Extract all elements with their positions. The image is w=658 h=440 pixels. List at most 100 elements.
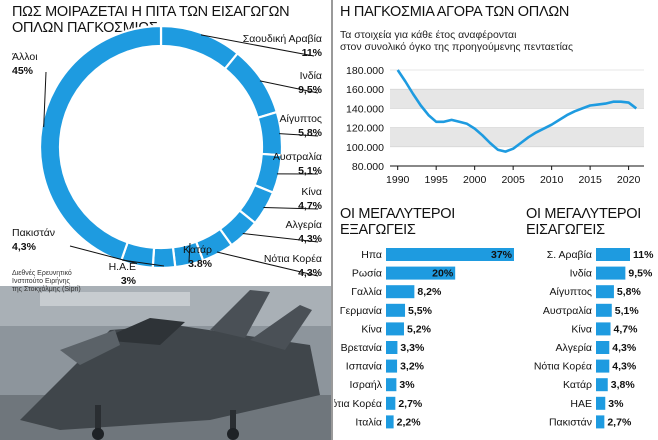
- line-chart: 180.000 160.000 140.000 120.000 100.000 80.00…: [346, 65, 644, 186]
- pie-slice: [256, 110, 284, 157]
- bar: [596, 303, 612, 317]
- bar-value-label: 9,5%: [628, 268, 653, 280]
- bar-category-label: Κατάρ: [563, 379, 592, 391]
- pie-slice-name: Νότια Κορέα: [264, 253, 322, 265]
- pie-slice-name: Σαουδική Αραβία: [243, 33, 322, 45]
- market-subtitle-line2: στον συνολικό όγκο της προηγούμενης πεντ…: [340, 41, 574, 53]
- bar-category-label: Ισραήλ: [349, 379, 382, 391]
- bar-category-label: Ισπανία: [346, 361, 382, 373]
- pie-slice-name: Κατάρ: [183, 244, 212, 256]
- exporters-title-line2: ΕΞΑΓΩΓΕΙΣ: [340, 222, 416, 238]
- pie-slice-name: Ινδία: [300, 70, 322, 82]
- bar: [596, 341, 610, 354]
- pie-slice-value: 3.8%: [188, 258, 213, 270]
- source-line2: Ινστιτούτο Ειρήνης: [12, 278, 70, 285]
- bar-category-label: Βρετανία: [341, 342, 382, 354]
- bar: [386, 359, 398, 373]
- bar-value-label: 3,8%: [611, 379, 636, 391]
- pie-slice: [159, 24, 240, 71]
- bar-value-label: 5,2%: [407, 323, 432, 335]
- bar-category-label: Νότια Κορέα: [334, 398, 382, 410]
- bar-value-label: 3%: [399, 379, 415, 391]
- bar-category-label: Ηπα: [361, 249, 382, 261]
- pie-leader-line: [259, 80, 319, 94]
- pie-slice-name: Κίνα: [301, 186, 322, 198]
- y-tick-label: 140.000: [346, 103, 384, 115]
- bar: [386, 266, 456, 280]
- importers-title-line1: ΟΙ ΜΕΓΑΛΥΤΕΡΟΙ: [526, 206, 642, 222]
- market-subtitle-line1: Τα στοιχεία για κάθε έτος αναφέρονται: [340, 29, 517, 41]
- x-tick-label: 1995: [425, 174, 449, 186]
- pie-slice-name: Αυστραλία: [273, 151, 322, 163]
- pie-slice-value: 4,7%: [298, 200, 323, 212]
- bar: [596, 359, 610, 373]
- market-title: Η ΠΑΓΚΟΣΜΙΑ ΑΓΟΡΑ ΤΩΝ ΟΠΛΩΝ: [340, 4, 570, 20]
- bar: [386, 396, 396, 410]
- bar: [386, 285, 415, 299]
- grid-band: [390, 89, 644, 109]
- bar: [386, 322, 404, 336]
- pie-slice-name: Η.Α.Ε: [109, 261, 136, 273]
- pie-slice-value: 4,3%: [298, 267, 323, 279]
- pie-slice-value: 5,8%: [298, 127, 323, 139]
- bar: [386, 341, 398, 354]
- pie-slice: [223, 51, 279, 120]
- bar: [596, 285, 614, 299]
- bar: [596, 266, 626, 280]
- pie-leader-line: [263, 206, 319, 210]
- bar-category-label: Ινδία: [570, 268, 592, 280]
- bar-value-label: 5,8%: [617, 286, 642, 298]
- x-tick-label: 2010: [540, 174, 564, 186]
- source-line3: της Στοκχόλμης (Sipri): [12, 286, 81, 293]
- pie-leader-line: [188, 242, 191, 263]
- pie-leader-line: [279, 133, 319, 137]
- bar-category-label: Γερμανία: [340, 305, 382, 317]
- pie-slice: [38, 24, 163, 263]
- pie-slice-value: 9,5%: [298, 84, 323, 96]
- bar-value-label: 3,3%: [400, 342, 425, 354]
- bar-value-label: 5,1%: [615, 305, 640, 317]
- bar-value-label: 3%: [608, 398, 624, 410]
- bar-category-label: Αλγερία: [555, 342, 592, 354]
- bar-value-label: 2,7%: [607, 416, 632, 428]
- bar-category-label: Πακιστάν: [549, 416, 592, 428]
- y-tick-label: 180.000: [346, 65, 384, 77]
- pie-leader-line: [216, 251, 319, 277]
- y-tick-label: 120.000: [346, 123, 384, 135]
- pie-leader-line: [43, 71, 47, 128]
- bar: [596, 415, 605, 429]
- bar-category-label: ΗΑΕ: [570, 398, 592, 410]
- pie-leader-line: [69, 245, 138, 265]
- bar-charts: Ηπα 37% Ρωσία 20% Γαλλία 8,2% Γερμανία 5,5% Κίνα…: [334, 248, 654, 429]
- pie-slice-value: 11%: [302, 47, 323, 59]
- aircraft-photo: [0, 286, 331, 440]
- bar-value-label: 11%: [633, 249, 654, 261]
- bar-category-label: Κίνα: [571, 323, 592, 335]
- x-tick-label: 2000: [463, 174, 487, 186]
- bar-value-label: 2,2%: [397, 416, 422, 428]
- bar-category-label: Ιταλία: [355, 416, 382, 428]
- source-line1: Διεθνές Ερευνητικό: [12, 270, 72, 277]
- importers-title-line2: ΕΙΣΑΓΩΓΕΙΣ: [526, 222, 605, 238]
- pie-slice-name: Πακιστάν: [12, 227, 55, 239]
- bar: [596, 248, 630, 261]
- bar-category-label: Αίγυπτος: [550, 286, 592, 298]
- bar-category-label: Αυστραλία: [543, 305, 592, 317]
- bar-value-label: 5,5%: [408, 305, 433, 317]
- pie-slice-value: 5,1%: [298, 165, 323, 177]
- pie-slice-name: Αλγερία: [285, 219, 322, 231]
- bar-category-label: Γαλλία: [351, 286, 382, 298]
- bar-value-label: 4,3%: [612, 361, 637, 373]
- bar-value-label: 37%: [491, 249, 513, 261]
- pie-leader-line: [200, 34, 315, 57]
- pie-slice-value: 45%: [12, 65, 34, 77]
- bar: [386, 303, 406, 317]
- bar: [386, 378, 397, 392]
- pie-slice-name: Άλλοι: [12, 51, 38, 63]
- pie-slice-value: 3%: [121, 275, 137, 287]
- x-tick-label: 2015: [578, 174, 602, 186]
- bar: [596, 396, 606, 410]
- bar-value-label: 4,7%: [614, 323, 639, 335]
- pie-slice-value: 4,3%: [298, 233, 323, 245]
- pie-leader-line: [242, 232, 319, 243]
